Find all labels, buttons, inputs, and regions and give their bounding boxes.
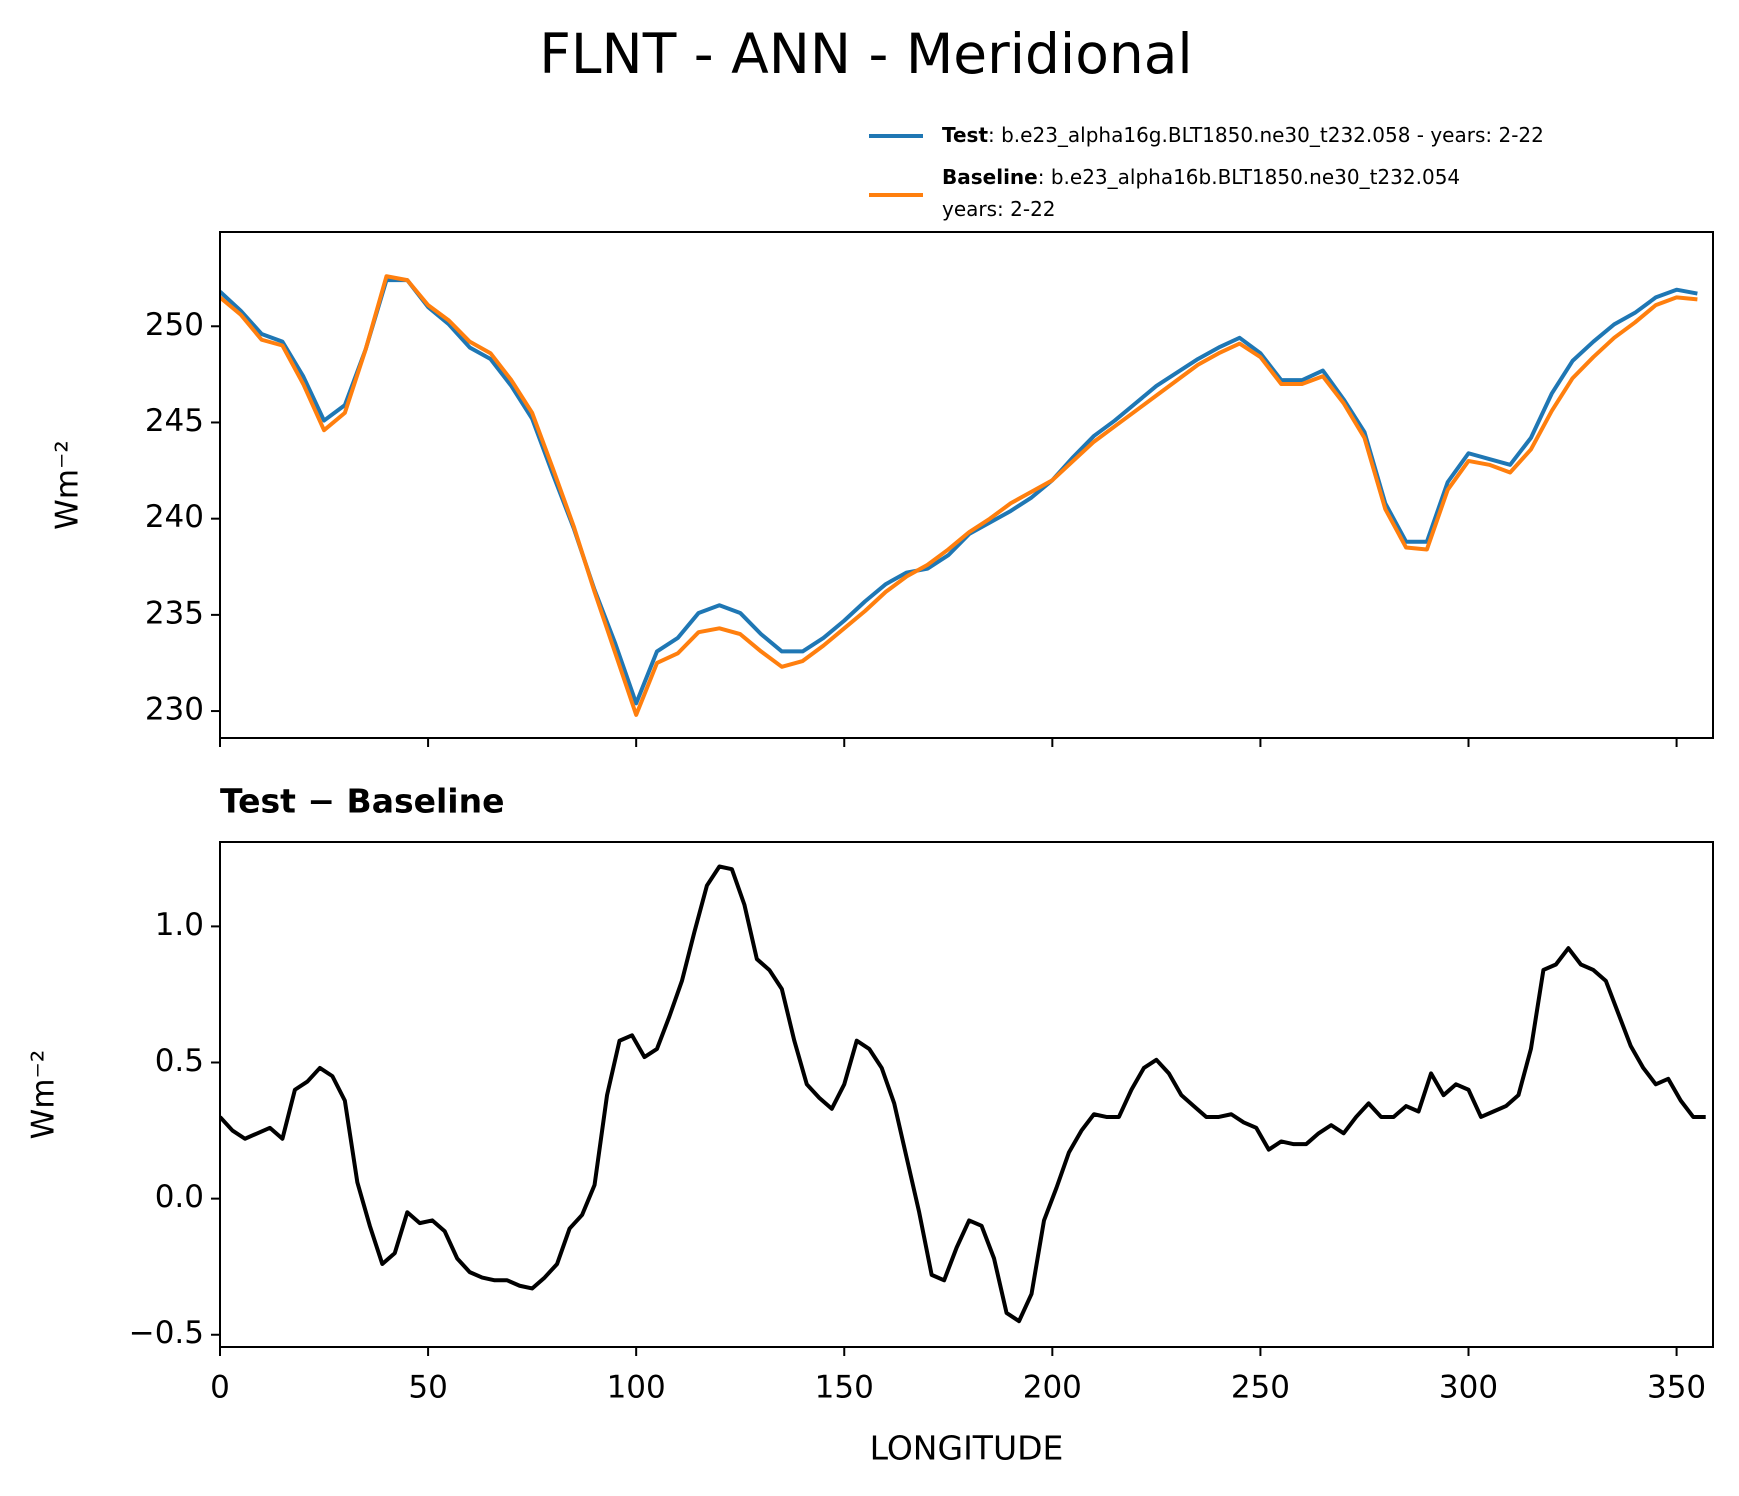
plot-area xyxy=(220,274,1698,717)
legend-entry: Baseline: b.e23_alpha16b.BLT1850.ne30_t2… xyxy=(942,165,1460,189)
x-tick-label: 150 xyxy=(815,1370,874,1406)
legend-entry: years: 2-22 xyxy=(942,197,1056,221)
legend-entry: Test: b.e23_alpha16g.BLT1850.ne30_t232.0… xyxy=(942,123,1544,147)
y-tick-label: 250 xyxy=(145,307,204,343)
y-tick-label: 230 xyxy=(145,692,204,728)
y-tick-label: 235 xyxy=(145,595,204,631)
x-tick-label: 350 xyxy=(1647,1370,1706,1406)
legend-name: Baseline xyxy=(942,165,1038,189)
figure-title: FLNT - ANN - Meridional xyxy=(539,22,1192,86)
y-tick-label: −0.5 xyxy=(129,1315,204,1351)
x-tick-label: 200 xyxy=(1023,1370,1082,1406)
plot-area xyxy=(220,864,1706,1324)
x-tick-label: 250 xyxy=(1231,1370,1290,1406)
legend-name: Test xyxy=(942,123,988,147)
axes-frame xyxy=(219,231,1714,739)
y-tick-label: 240 xyxy=(145,499,204,535)
subplot-title: Test − Baseline xyxy=(220,782,505,821)
y-tick-label: 245 xyxy=(145,403,204,439)
x-tick-label: 50 xyxy=(408,1370,447,1406)
legend-text: : b.e23_alpha16g.BLT1850.ne30_t232.058 -… xyxy=(988,123,1544,147)
y-tick-label: 1.0 xyxy=(155,907,204,943)
y-axis-label: Wm⁻² xyxy=(50,440,86,530)
axes-frame xyxy=(219,841,1714,1348)
legend-text: : b.e23_alpha16b.BLT1850.ne30_t232.054 xyxy=(1038,165,1460,189)
legend-text: years: 2-22 xyxy=(942,197,1056,221)
data-line xyxy=(220,864,1706,1324)
data-line xyxy=(220,278,1698,706)
y-axis-label: Wm⁻² xyxy=(26,1050,62,1140)
x-axis-label: LONGITUDE xyxy=(870,1429,1064,1468)
x-tick-label: 300 xyxy=(1439,1370,1498,1406)
x-tick-label: 100 xyxy=(607,1370,666,1406)
y-tick-label: 0.5 xyxy=(155,1043,204,1079)
x-tick-label: 0 xyxy=(210,1370,230,1406)
data-line xyxy=(220,274,1698,717)
y-tick-label: 0.0 xyxy=(155,1179,204,1215)
